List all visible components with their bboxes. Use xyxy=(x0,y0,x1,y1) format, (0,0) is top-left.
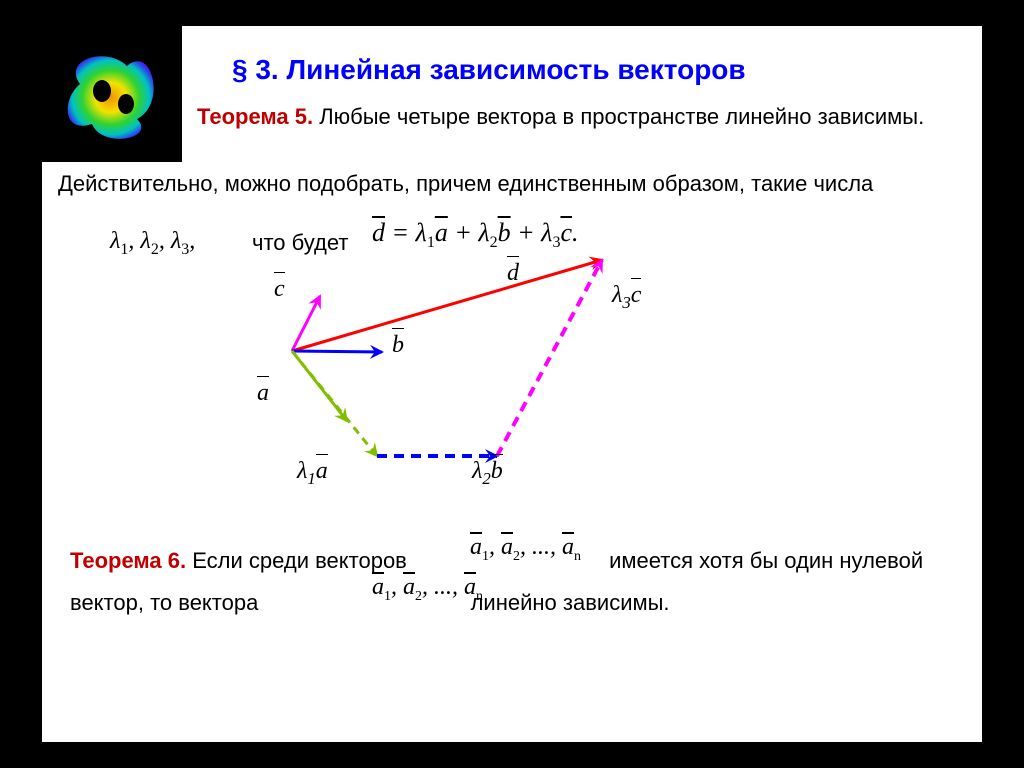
vector-sequence-2: a1, a2, ..., an xyxy=(372,574,483,605)
label-d: d xyxy=(507,260,519,287)
lambda-list: λ1, λ2, λ3, xyxy=(110,228,195,259)
theorem-5-label: Теорема 5. xyxy=(197,104,313,129)
theorem-6-text3: линейно зависимы. xyxy=(471,590,670,615)
label-c: c xyxy=(274,276,285,303)
label-a: a xyxy=(257,380,269,407)
label-l1a: λ1a xyxy=(297,458,328,489)
paragraph-intro: Действительно, можно подобрать, причем е… xyxy=(58,170,968,199)
theorem-5-text: Любые четыре вектора в пространстве лине… xyxy=(313,104,924,129)
theorem-6-label: Теорема 6. xyxy=(70,548,186,573)
formula-d-equals: d = λ1a + λ2b + λ3c. xyxy=(372,218,578,252)
label-l2b: λ2b xyxy=(472,458,503,489)
slide-frame: § 3. Линейная зависимость векторов Теоре… xyxy=(40,24,984,744)
label-l3c: λ3c xyxy=(612,282,641,313)
label-b: b xyxy=(392,332,404,359)
section-title: § 3. Линейная зависимость векторов xyxy=(232,54,746,86)
decorative-corner-image xyxy=(42,26,182,162)
theorem-5: Теорема 5. Любые четыре вектора в простр… xyxy=(197,102,967,132)
text-budet: что будет xyxy=(252,230,348,256)
theorem-6-text1: Если среди векторов xyxy=(186,548,407,573)
vector-sequence-1: a1, a2, ..., an xyxy=(470,534,581,565)
